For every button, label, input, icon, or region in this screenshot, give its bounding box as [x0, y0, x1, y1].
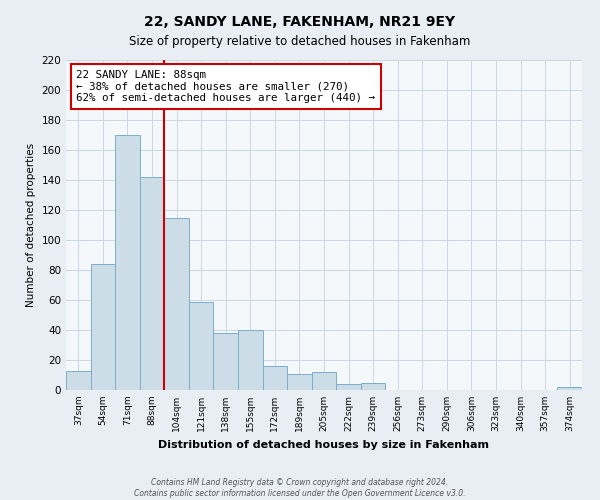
Bar	[238, 330, 263, 390]
Text: 22, SANDY LANE, FAKENHAM, NR21 9EY: 22, SANDY LANE, FAKENHAM, NR21 9EY	[145, 15, 455, 29]
Bar	[189, 302, 214, 390]
Bar	[214, 333, 238, 390]
Text: 22 SANDY LANE: 88sqm
← 38% of detached houses are smaller (270)
62% of semi-deta: 22 SANDY LANE: 88sqm ← 38% of detached h…	[76, 70, 376, 103]
X-axis label: Distribution of detached houses by size in Fakenham: Distribution of detached houses by size …	[158, 440, 490, 450]
Bar	[312, 372, 336, 390]
Bar	[263, 366, 287, 390]
Bar	[361, 382, 385, 390]
Text: Contains HM Land Registry data © Crown copyright and database right 2024.
Contai: Contains HM Land Registry data © Crown c…	[134, 478, 466, 498]
Bar	[115, 135, 140, 390]
Y-axis label: Number of detached properties: Number of detached properties	[26, 143, 36, 307]
Text: Size of property relative to detached houses in Fakenham: Size of property relative to detached ho…	[130, 35, 470, 48]
Bar	[140, 177, 164, 390]
Bar	[66, 370, 91, 390]
Bar	[336, 384, 361, 390]
Bar	[287, 374, 312, 390]
Bar	[91, 264, 115, 390]
Bar	[557, 387, 582, 390]
Bar	[164, 218, 189, 390]
